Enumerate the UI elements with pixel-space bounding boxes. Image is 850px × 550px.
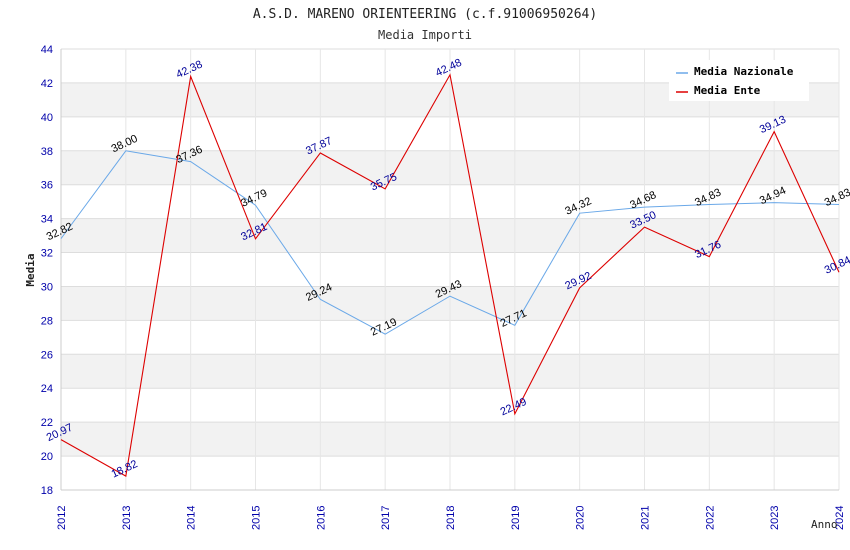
- data-label-ente: 42.38: [174, 59, 204, 82]
- legend-label-nazionale: Media Nazionale: [694, 65, 794, 78]
- y-tick-label: 40: [41, 112, 53, 124]
- x-tick-label: 2023: [769, 506, 781, 530]
- data-label-ente: 18.82: [110, 458, 140, 481]
- data-label-nazionale: 34.94: [758, 185, 788, 208]
- x-tick-label: 2016: [315, 506, 327, 530]
- data-label-ente: 30.84: [823, 254, 850, 277]
- y-tick-label: 18: [41, 485, 53, 497]
- chart-subtitle: Media Importi: [378, 28, 472, 42]
- x-tick-label: 2020: [575, 506, 587, 530]
- x-tick-label: 2024: [834, 506, 846, 530]
- y-tick-label: 44: [41, 44, 53, 56]
- chart-title: A.S.D. MARENO ORIENTEERING (c.f.91006950…: [253, 7, 597, 22]
- data-label-nazionale: 34.79: [239, 187, 269, 210]
- y-tick-label: 26: [41, 349, 53, 361]
- x-tick-label: 2017: [380, 506, 392, 530]
- series-line-nazionale: [60, 150, 840, 335]
- data-label-nazionale: 34.83: [693, 187, 723, 210]
- data-label-nazionale: 34.68: [628, 189, 658, 212]
- y-tick-label: 36: [41, 180, 53, 192]
- y-tick-label: 30: [41, 281, 53, 293]
- series-lines: [60, 73, 840, 477]
- series-line-ente: [60, 73, 840, 477]
- y-tick-labels: 18 20 22 24 26 28 30 32 34 36 38 40 42 44: [41, 44, 53, 497]
- grid-lines: [60, 48, 840, 491]
- x-tick-label: 2015: [251, 506, 263, 530]
- legend: Media Nazionale Media Ente: [669, 60, 809, 101]
- axes: [60, 49, 839, 491]
- legend-box: [669, 60, 809, 101]
- legend-label-ente: Media Ente: [694, 84, 761, 97]
- x-tick-label: 2012: [56, 506, 68, 530]
- x-tick-label: 2021: [640, 506, 652, 530]
- y-tick-label: 24: [41, 383, 53, 395]
- x-axis-label: Anno: [811, 518, 838, 531]
- x-tick-labels: 2012 2013 2014 2015 2016 2017 2018 2019 2020 2021…: [56, 506, 846, 530]
- y-tick-label: 42: [41, 78, 53, 90]
- y-axis-label: Media: [24, 253, 37, 286]
- y-tick-label: 34: [41, 214, 53, 226]
- y-tick-label: 28: [41, 315, 53, 327]
- x-tick-label: 2022: [704, 506, 716, 530]
- y-tick-label: 38: [41, 146, 53, 158]
- data-label-ente: 22.49: [499, 396, 529, 419]
- data-label-nazionale: 34.32: [563, 195, 593, 218]
- y-tick-label: 22: [41, 417, 53, 429]
- x-tick-label: 2013: [121, 506, 133, 530]
- y-tick-label: 20: [41, 451, 53, 463]
- x-tick-label: 2014: [186, 506, 198, 530]
- y-tick-label: 32: [41, 248, 53, 260]
- data-label-nazionale: 34.83: [823, 187, 850, 210]
- x-tick-label: 2019: [510, 506, 522, 530]
- x-tick-label: 2018: [445, 506, 457, 530]
